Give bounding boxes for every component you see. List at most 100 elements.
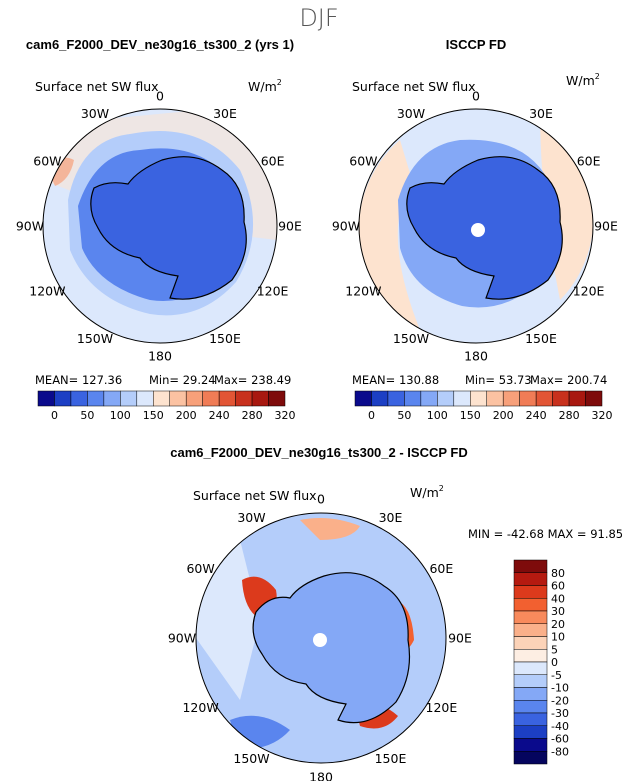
colorbar-swatch <box>513 725 548 739</box>
colorbar-tick-label: 0 <box>51 409 58 422</box>
colorbar-tick-label: -60 <box>551 733 569 746</box>
lon-label-150w: 150W <box>77 331 113 346</box>
lon-label-150e: 150E <box>209 331 241 346</box>
lon-label-180: 180 <box>309 770 333 781</box>
colorbar-tick-label: -10 <box>551 682 569 695</box>
colorbar-swatch <box>552 390 570 407</box>
colorbar-swatch <box>354 390 372 407</box>
colorbar-swatch <box>153 390 170 407</box>
colorbar-swatch <box>136 390 154 407</box>
colorbar-tick-label: 200 <box>176 409 197 422</box>
colorbar-swatch <box>120 390 138 407</box>
colorbar-swatch <box>235 390 253 407</box>
map-panel-model <box>42 108 278 344</box>
lon-label-30e: 30E <box>379 510 403 525</box>
lon-label-30e: 30E <box>213 106 237 121</box>
colorbar-swatch <box>404 390 422 407</box>
lon-label-60w: 60W <box>349 154 377 169</box>
map-a-rim <box>42 108 278 344</box>
colorbar-tick-label: 100 <box>427 409 448 422</box>
colorbar-tick-label: 320 <box>592 409 613 422</box>
colorbar-swatch <box>470 390 487 407</box>
colorbar-swatch <box>37 390 55 407</box>
colorbar-swatch <box>387 390 405 407</box>
panel-a-min: Min= 29.24 <box>149 373 216 387</box>
map-a-antarctica <box>90 156 247 300</box>
colorbar-swatch <box>585 390 603 407</box>
lon-label-60w: 60W <box>186 561 214 576</box>
panel-c-variable: Surface net SW flux <box>193 488 317 503</box>
lon-label-120w: 120W <box>29 284 65 299</box>
lon-label-0: 0 <box>156 89 164 104</box>
colorbar-swatch <box>513 649 548 663</box>
lon-label-120e: 120E <box>257 284 289 299</box>
lon-label-150e: 150E <box>375 751 407 766</box>
map-b-rim <box>358 108 594 344</box>
lon-label-90e: 90E <box>594 219 618 234</box>
colorbar-swatch <box>513 738 548 752</box>
colorbar-swatch <box>371 390 389 407</box>
colorbar-tick-label: -80 <box>551 745 569 758</box>
lon-label-120e: 120E <box>573 284 605 299</box>
colorbar-swatch <box>54 390 72 407</box>
colorbar-swatch <box>268 390 286 407</box>
colorbar-tick-label: -30 <box>551 707 569 720</box>
colorbar-swatch <box>453 390 471 407</box>
lon-labels-obs: 0 30E 60E 90E 120E 150E 180 150W 120W 90W 60W 30W <box>332 89 618 364</box>
colorbar-tick-label: 5 <box>551 643 558 656</box>
lon-label-30w: 30W <box>397 106 425 121</box>
panel-b-variable: Surface net SW flux <box>352 79 476 94</box>
lon-label-120w: 120W <box>345 284 381 299</box>
colorbar-swatch <box>513 700 548 714</box>
map-c-rim <box>195 512 447 764</box>
panel-c-header: cam6_F2000_DEV_ne30g16_ts300_2 - ISCCP F… <box>170 445 468 460</box>
colorbar-tick-label: 60 <box>551 580 565 593</box>
lon-labels-model: 0 30E 60E 90E 120E 150E 180 150W 120W 90W 60W 30W <box>16 89 302 364</box>
colorbar-swatch <box>513 687 548 701</box>
colorbar-tick-label: 50 <box>397 409 411 422</box>
colorbar-swatch <box>202 390 220 407</box>
colorbar-swatch <box>502 390 520 407</box>
colorbar-swatch <box>513 598 548 612</box>
colorbar-swatch <box>513 559 548 573</box>
colorbar-tick-label: 280 <box>559 409 580 422</box>
colorbar-tick-label: 200 <box>493 409 514 422</box>
lon-label-0: 0 <box>472 89 480 104</box>
lon-label-60e: 60E <box>261 154 285 169</box>
lon-label-60e: 60E <box>429 561 453 576</box>
colorbar-tick-label: 150 <box>143 409 164 422</box>
lon-label-90w: 90W <box>168 631 196 646</box>
map-panel-diff <box>195 512 447 764</box>
colorbar-swatch <box>185 390 203 407</box>
colorbar-swatch <box>437 390 455 407</box>
lon-label-90e: 90E <box>448 631 472 646</box>
lon-label-30w: 30W <box>81 106 109 121</box>
lon-label-0: 0 <box>317 492 325 507</box>
colorbar-swatch <box>169 390 187 407</box>
panel-a-variable: Surface net SW flux <box>35 79 159 94</box>
lon-label-150e: 150E <box>525 331 557 346</box>
lon-labels-diff: 0 30E 60E 90E 120E 150E 180 150W 120W 90W 60W 30W <box>168 492 472 781</box>
colorbar-tick-label: 320 <box>275 409 296 422</box>
lon-label-120e: 120E <box>426 700 458 715</box>
colorbar-swatch <box>218 390 236 407</box>
colorbar-tick-label: -5 <box>551 669 562 682</box>
colorbar-tick-label: 30 <box>551 605 565 618</box>
map-c-antarctica <box>252 572 411 724</box>
colorbar-swatch <box>513 610 548 624</box>
colorbar-obs: 0 50 100 150 200 240 280 320 <box>354 390 613 422</box>
lon-label-120w: 120W <box>182 700 218 715</box>
colorbar-swatch <box>251 390 269 407</box>
colorbar-tick-label: 50 <box>80 409 94 422</box>
panel-c-minmax: MIN = -42.68 MAX = 91.85 <box>468 527 623 541</box>
panel-a-mean: MEAN= 127.36 <box>35 373 122 387</box>
panel-b-max: Max= 200.74 <box>530 373 607 387</box>
lon-label-150w: 150W <box>393 331 429 346</box>
colorbar-tick-label: 0 <box>368 409 375 422</box>
panel-a-units: W/m2 <box>248 78 282 94</box>
colorbar-tick-label: 150 <box>460 409 481 422</box>
colorbar-tick-label: -20 <box>551 694 569 707</box>
panel-b-units: W/m2 <box>566 72 600 88</box>
